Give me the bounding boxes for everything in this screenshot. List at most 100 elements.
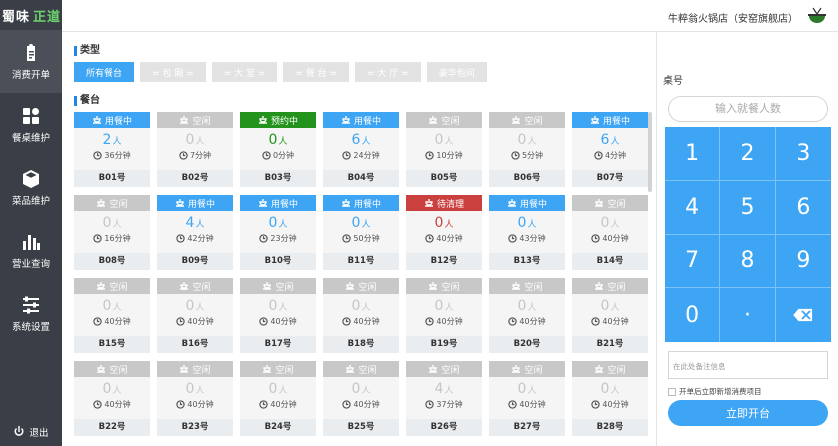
table-card[interactable]: 空闲 0人 40分钟 B15号 [74, 278, 150, 353]
table-card[interactable]: 空闲 0人 40分钟 B23号 [157, 361, 233, 436]
table-number: B18号 [323, 336, 399, 353]
type-room[interactable]: = 包 厢 = [140, 62, 206, 82]
table-card[interactable]: 空闲 0人 40分钟 B28号 [572, 361, 648, 436]
type-all[interactable]: 所有餐台 [74, 62, 135, 82]
clock-icon [262, 151, 271, 160]
type-vip-room[interactable]: 豪华包间 [426, 62, 487, 82]
clock-icon [259, 234, 269, 243]
table-card[interactable]: 空闲 0人 40分钟 B14号 [572, 195, 648, 270]
table-status: 空闲 [323, 278, 399, 294]
duration-value: 36分钟 [104, 151, 131, 160]
clock-icon [594, 151, 603, 160]
sidebar-item-order[interactable]: 消费开单 [0, 30, 62, 93]
table-status-label: 用餐中 [187, 199, 215, 210]
guest-count: 0人 [240, 298, 316, 314]
dining-icon [180, 365, 189, 373]
key-1[interactable]: 1 [665, 127, 721, 181]
guest-count-value: 6 [351, 132, 361, 148]
sidebar-item-dishes[interactable]: 菜品维护 [0, 156, 62, 219]
order-panel: 桌号 输入就餐人数 1 2 3 4 5 6 7 8 9 0 · 在此处备注信息 开单后立即新增消费项… [656, 32, 838, 446]
guest-count: 0人 [572, 215, 648, 231]
table-card[interactable]: 空闲 0人 10分钟 B05号 [406, 112, 482, 187]
key-6[interactable]: 6 [775, 181, 831, 235]
table-status-label: 用餐中 [353, 199, 381, 210]
key-8[interactable]: 8 [720, 234, 776, 289]
table-card[interactable]: 用餐中 0人 43分钟 B13号 [489, 195, 565, 270]
table-status: 空闲 [240, 278, 316, 294]
type-hall[interactable]: = 大 厅 = [355, 62, 421, 82]
logout-button[interactable]: 退出 [0, 418, 62, 446]
table-card[interactable]: 用餐中 0人 50分钟 B11号 [323, 195, 399, 270]
table-status: 空闲 [406, 112, 482, 128]
open-table-button[interactable]: 立即开台 [668, 400, 828, 426]
key-9[interactable]: 9 [775, 235, 831, 289]
table-card[interactable]: 空闲 0人 5分钟 B06号 [489, 112, 565, 187]
table-card[interactable]: 用餐中 0人 23分钟 B10号 [240, 195, 316, 270]
guest-count: 2人 [74, 132, 150, 148]
dining-icon [92, 116, 101, 124]
backspace-key[interactable] [776, 288, 831, 342]
table-status-label: 空闲 [441, 282, 460, 293]
duration-value: 24分钟 [353, 151, 380, 160]
table-card[interactable]: 空闲 0人 40分钟 B22号 [74, 361, 150, 436]
table-card[interactable]: 用餐中 6人 24分钟 B04号 [323, 112, 399, 187]
guest-count: 0人 [572, 381, 648, 397]
table-card[interactable]: 用餐中 2人 36分钟 B01号 [74, 112, 150, 187]
table-card[interactable]: 用餐中 4人 42分钟 B09号 [157, 195, 233, 270]
dining-icon [180, 116, 189, 124]
table-card[interactable]: 空闲 0人 16分钟 B08号 [74, 195, 150, 270]
duration-value: 40分钟 [353, 317, 380, 326]
table-card[interactable]: 空闲 0人 40分钟 B25号 [323, 361, 399, 436]
table-duration: 43分钟 [489, 233, 565, 244]
table-card[interactable]: 用餐中 6人 4分钟 B07号 [572, 112, 648, 187]
key-3[interactable]: 3 [775, 127, 831, 181]
guest-count-value: 0 [351, 298, 361, 314]
table-card[interactable]: 空闲 0人 7分钟 B02号 [157, 112, 233, 187]
checkbox-box[interactable] [668, 387, 676, 396]
table-number: B28号 [572, 419, 648, 436]
guest-count-value: 4 [434, 381, 444, 397]
table-card[interactable]: 空闲 0人 40分钟 B18号 [323, 278, 399, 353]
scrollbar[interactable] [648, 112, 652, 192]
table-card[interactable]: 空闲 0人 40分钟 B16号 [157, 278, 233, 353]
table-duration: 10分钟 [406, 150, 482, 161]
table-card[interactable]: 空闲 4人 37分钟 B26号 [406, 361, 482, 436]
key-0[interactable]: 0 [665, 288, 721, 342]
duration-value: 40分钟 [519, 400, 546, 409]
table-card[interactable]: 空闲 0人 40分钟 B20号 [489, 278, 565, 353]
guest-count: 6人 [323, 132, 399, 148]
table-card[interactable]: 空闲 0人 40分钟 B21号 [572, 278, 648, 353]
type-table[interactable]: = 餐 台 = [283, 62, 350, 82]
clock-icon [425, 151, 435, 160]
guest-count-unit: 人 [527, 386, 537, 396]
table-card[interactable]: 空闲 0人 40分钟 B24号 [240, 361, 316, 436]
key-7[interactable]: 7 [665, 234, 721, 289]
key-4[interactable]: 4 [665, 180, 721, 235]
table-status: 空闲 [240, 361, 316, 377]
remark-input[interactable]: 在此处备注信息 [668, 351, 828, 379]
table-card[interactable]: 空闲 0人 40分钟 B17号 [240, 278, 316, 353]
guest-count: 0人 [406, 298, 482, 314]
table-status-label: 用餐中 [519, 199, 547, 210]
table-card[interactable]: 空闲 0人 40分钟 B19号 [406, 278, 482, 353]
sidebar-item-label: 菜品维护 [11, 195, 50, 207]
guest-count: 6人 [572, 132, 648, 148]
sidebar-item-settings[interactable]: 系统设置 [0, 282, 62, 345]
type-lobby[interactable]: = 大 堂 = [211, 62, 278, 82]
clock-icon [508, 317, 518, 326]
key-2[interactable]: 2 [720, 127, 776, 181]
table-card[interactable]: 待清理 0人 40分钟 B12号 [406, 195, 482, 270]
duration-value: 40分钟 [436, 234, 463, 243]
table-card[interactable]: 预约中 0人 0分钟 B03号 [240, 112, 316, 187]
guest-count-input[interactable]: 输入就餐人数 [668, 96, 828, 122]
sidebar-item-tables[interactable]: 餐桌维护 [0, 93, 62, 156]
add-items-checkbox[interactable]: 开单后立即新增消费项目 [668, 386, 762, 397]
table-number: B10号 [240, 253, 316, 270]
table-status: 空闲 [572, 195, 648, 211]
guest-count-value: 0 [517, 215, 527, 231]
decimal-key[interactable]: · [720, 288, 776, 342]
clock-icon [591, 317, 601, 326]
key-5[interactable]: 5 [720, 180, 776, 235]
sidebar-item-reports[interactable]: 营业查询 [0, 219, 62, 282]
table-card[interactable]: 空闲 0人 40分钟 B27号 [489, 361, 565, 436]
